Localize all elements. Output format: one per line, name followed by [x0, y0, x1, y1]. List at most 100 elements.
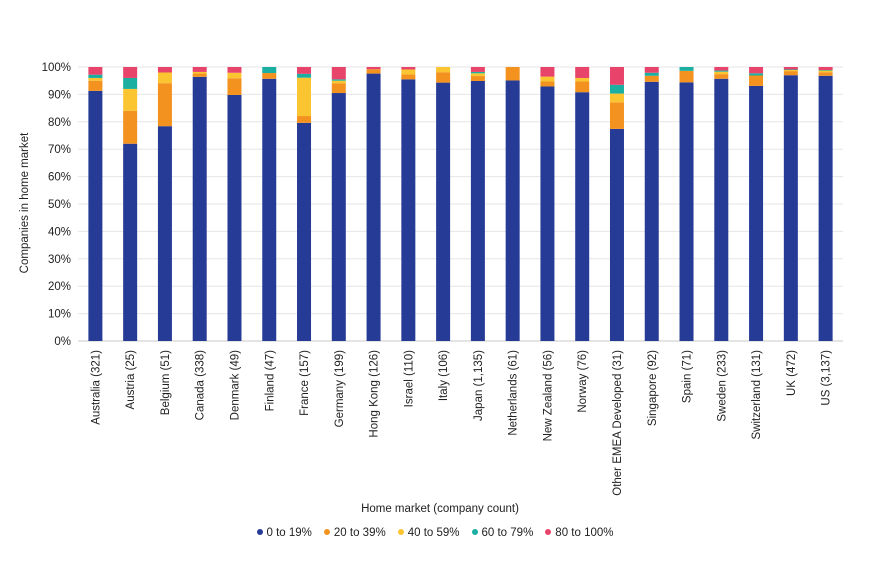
y-tick-label: 100%: [42, 62, 71, 74]
bar-segment: [401, 67, 416, 70]
bar-segment: [540, 67, 555, 77]
y-axis-label: Companies in home market: [19, 132, 31, 273]
legend-swatch: [545, 528, 552, 535]
x-tick-label: Netherlands (61): [508, 350, 520, 436]
y-tick-label: 30%: [48, 254, 71, 266]
x-tick-label: US (3,137): [821, 350, 833, 406]
bar-segment: [644, 67, 659, 73]
legend: 0 to 19% 20 to 39% 40 to 59% 60 to 79% 80 to…: [0, 527, 870, 539]
legend-swatch: [323, 528, 330, 535]
bar-segment: [470, 71, 485, 74]
bar-segment: [331, 67, 346, 80]
x-tick-label: Israel (110): [403, 350, 415, 407]
bar-segment: [749, 75, 764, 86]
bar-segment: [470, 67, 485, 72]
bar-segment: [88, 74, 103, 78]
bar-segment: [157, 126, 172, 342]
bar-segment: [714, 78, 729, 342]
legend-label: 80 to 100%: [555, 527, 614, 539]
x-tick-label: Canada (338): [195, 350, 207, 420]
bar-segment: [366, 67, 381, 70]
x-tick-label: UK (472): [786, 350, 798, 396]
bar-segment: [609, 102, 624, 129]
x-tick-label: Hong Kong (126): [369, 350, 381, 438]
bar-segment: [679, 67, 694, 71]
x-tick-label: Switzerland (131): [751, 350, 763, 440]
bar-segment: [297, 67, 312, 74]
bar-segment: [505, 80, 520, 342]
x-tick-label: Sweden (233): [716, 350, 728, 422]
legend-swatch: [397, 528, 404, 535]
legend-label: 0 to 19%: [266, 527, 312, 539]
bar-segment: [401, 74, 416, 80]
bar-segment: [679, 82, 694, 342]
x-tick-label: Belgium (51): [160, 350, 172, 415]
legend-swatch: [471, 528, 478, 535]
bar-segment: [297, 77, 312, 117]
y-tick-label: 40%: [48, 226, 71, 238]
bar-segment: [818, 75, 833, 341]
legend-label: 60 to 79%: [481, 527, 534, 539]
legend-item: 60 to 79%: [471, 527, 534, 539]
bar-segment: [609, 67, 624, 85]
bar-segment: [123, 67, 138, 78]
bar-segment: [818, 70, 833, 73]
bar-segment: [297, 116, 312, 123]
bar-segment: [262, 67, 277, 74]
bar-segment: [783, 69, 798, 71]
x-tick-label: Germany (199): [334, 350, 346, 428]
bar-segment: [540, 86, 555, 341]
bar-segment: [575, 77, 590, 82]
bar-segment: [227, 78, 242, 95]
x-tick-label: Norway (76): [577, 350, 589, 413]
bar-segment: [436, 67, 451, 73]
bar-segment: [644, 81, 659, 342]
bar-segment: [644, 72, 659, 76]
bar-segment: [714, 67, 729, 71]
bar-segment: [227, 94, 242, 341]
bar-segment: [714, 71, 729, 75]
bar-segment: [123, 77, 138, 89]
bar-segment: [609, 93, 624, 103]
bar-segment: [818, 70, 833, 71]
bar-segment: [297, 122, 312, 342]
x-tick-label: Austria (25): [125, 350, 137, 410]
legend-item: 80 to 100%: [545, 527, 613, 539]
bar-segment: [714, 70, 729, 72]
y-tick-label: 0%: [54, 336, 71, 348]
bar-segment: [123, 143, 138, 341]
bar-segment: [157, 67, 172, 73]
legend-item: 20 to 39%: [323, 527, 386, 539]
bar-segment: [88, 67, 103, 75]
bar-segment: [575, 67, 590, 78]
bar-segment: [783, 75, 798, 341]
bar-segment: [123, 88, 138, 111]
bar-segment: [540, 81, 555, 87]
x-tick-label: Other EMEA Developed (31): [612, 350, 624, 496]
y-tick-label: 90%: [48, 89, 71, 101]
x-tick-label: Australia (321): [90, 350, 102, 425]
y-tick-label: 60%: [48, 172, 71, 184]
y-tick-label: 10%: [48, 309, 71, 321]
bar-segment: [679, 70, 694, 83]
x-tick-label: Singapore (92): [647, 350, 659, 426]
bar-segment: [401, 69, 416, 75]
bar-segment: [366, 73, 381, 342]
bar-segment: [470, 73, 485, 77]
bar-segment: [436, 72, 451, 83]
legend-item: 40 to 59%: [397, 527, 460, 539]
bar-segment: [88, 80, 103, 91]
bar-segment: [644, 75, 659, 82]
bar-segment: [505, 67, 520, 81]
bar-segment: [609, 84, 624, 94]
x-tick-label: Italy (106): [438, 350, 450, 401]
legend-swatch: [256, 528, 263, 535]
y-tick-label: 50%: [48, 199, 71, 211]
bar-segment: [331, 83, 346, 94]
bar-segment: [331, 93, 346, 341]
bar-segment: [262, 78, 277, 342]
bar-segment: [227, 72, 242, 79]
bar-segment: [575, 92, 590, 341]
bars: [88, 67, 833, 342]
